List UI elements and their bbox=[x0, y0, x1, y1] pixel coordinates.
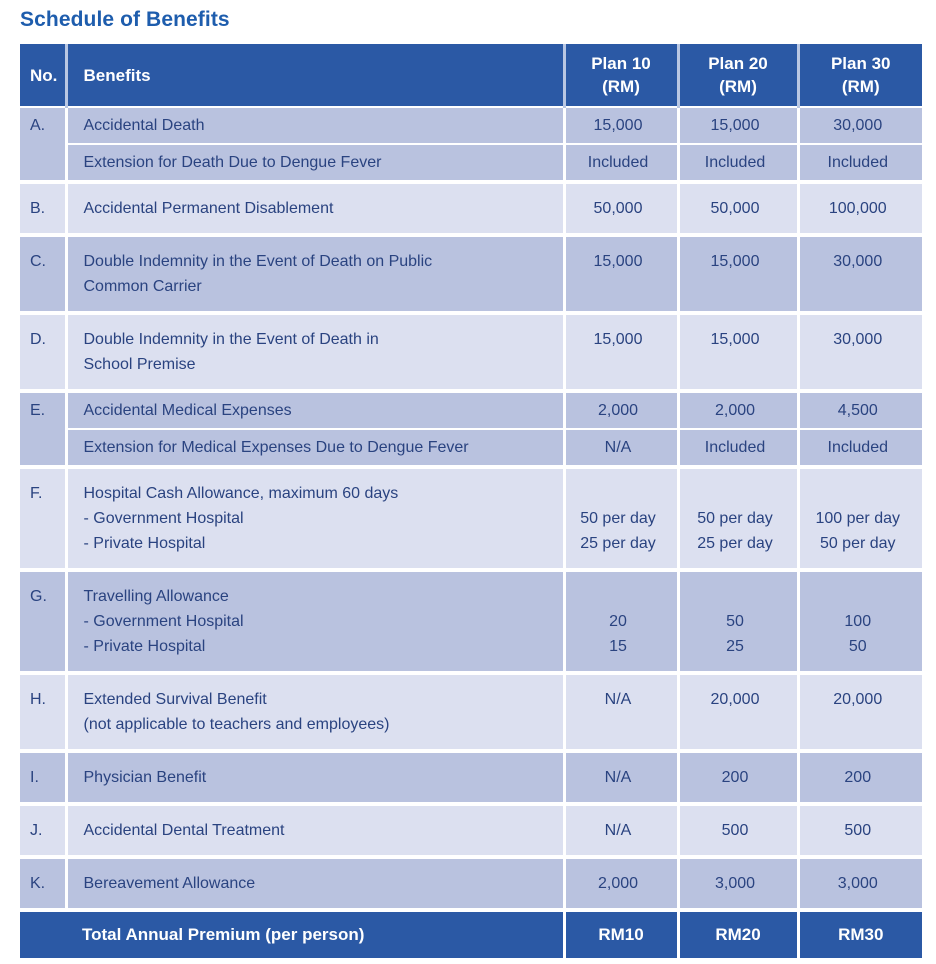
value-plan10: 15,000 bbox=[562, 106, 678, 144]
page-title: Schedule of Benefits bbox=[20, 8, 230, 31]
value-plan30: 100,000 bbox=[796, 180, 922, 235]
table-header: No. Benefits Plan 10 (RM) Plan 20 (RM) P… bbox=[20, 44, 922, 107]
value-plan10: 50,000 bbox=[562, 180, 678, 235]
value-plan20: Included bbox=[676, 428, 798, 467]
benefit-cell: Accidental Permanent Disablement bbox=[64, 180, 564, 235]
table-row-a-extension: Extension for Death Due to Dengue Fever … bbox=[20, 143, 922, 182]
table-row-d: D. Double Indemnity in the Event of Deat… bbox=[20, 311, 922, 391]
value-plan30: Included bbox=[796, 428, 922, 467]
value-plan10: N/A bbox=[562, 749, 678, 804]
benefit-cell: Bereavement Allowance bbox=[64, 855, 564, 910]
value-plan10: 20 15 bbox=[562, 568, 678, 673]
total-premium-plan10: RM10 bbox=[562, 908, 678, 958]
total-premium-plan30: RM30 bbox=[796, 908, 922, 958]
row-no: F. bbox=[20, 465, 66, 570]
value-plan20: 200 bbox=[676, 749, 798, 804]
value-plan10: N/A bbox=[562, 428, 678, 467]
table-row-a: A. Accidental Death 15,000 15,000 30,000 bbox=[20, 106, 922, 182]
benefit-cell: Accidental Death bbox=[64, 106, 564, 144]
row-no: G. bbox=[20, 568, 66, 673]
value-plan30: 200 bbox=[796, 749, 922, 804]
benefit-cell: Double Indemnity in the Event of Death i… bbox=[64, 311, 564, 391]
value-plan10: 15,000 bbox=[562, 311, 678, 391]
row-no: E. bbox=[20, 389, 66, 467]
value-plan30: 30,000 bbox=[796, 106, 922, 144]
row-no: A. bbox=[20, 106, 66, 182]
value-plan30: 100 50 bbox=[796, 568, 922, 673]
column-header-no: No. bbox=[20, 44, 66, 107]
table-row-e: E. Accidental Medical Expenses 2,000 2,0… bbox=[20, 389, 922, 467]
value-plan20: 15,000 bbox=[676, 233, 798, 313]
value-plan20: Included bbox=[676, 143, 798, 182]
table-row-h: H. Extended Survival Benefit (not applic… bbox=[20, 671, 922, 751]
benefit-cell: Hospital Cash Allowance, maximum 60 days… bbox=[64, 465, 564, 570]
value-plan10: 15,000 bbox=[562, 233, 678, 313]
value-plan20: 2,000 bbox=[676, 389, 798, 429]
value-plan20: 50 per day 25 per day bbox=[676, 465, 798, 570]
value-plan30: 500 bbox=[796, 802, 922, 857]
value-plan30: 100 per day 50 per day bbox=[796, 465, 922, 570]
total-premium-label: Total Annual Premium (per person) bbox=[20, 908, 564, 958]
row-no: D. bbox=[20, 311, 66, 391]
benefit-cell: Double Indemnity in the Event of Death o… bbox=[64, 233, 564, 313]
benefit-cell: Extension for Death Due to Dengue Fever bbox=[64, 143, 564, 182]
table-row-g: G. Travelling Allowance - Government Hos… bbox=[20, 568, 922, 673]
benefit-cell: Accidental Medical Expenses bbox=[64, 389, 564, 429]
value-plan10: 2,000 bbox=[562, 855, 678, 910]
benefit-cell: Extended Survival Benefit (not applicabl… bbox=[64, 671, 564, 751]
value-plan10: 2,000 bbox=[562, 389, 678, 429]
column-header-plan-10: Plan 10 (RM) bbox=[562, 44, 678, 107]
total-premium-plan20: RM20 bbox=[676, 908, 798, 958]
value-plan20: 50,000 bbox=[676, 180, 798, 235]
row-no: K. bbox=[20, 855, 66, 910]
value-plan30: 3,000 bbox=[796, 855, 922, 910]
value-plan10: 50 per day 25 per day bbox=[562, 465, 678, 570]
benefit-cell: Travelling Allowance - Government Hospit… bbox=[64, 568, 564, 673]
table-row-k: K. Bereavement Allowance 2,000 3,000 3,0… bbox=[20, 855, 922, 910]
value-plan20: 15,000 bbox=[676, 311, 798, 391]
total-premium-row: Total Annual Premium (per person) RM10 R… bbox=[20, 908, 922, 958]
value-plan10: Included bbox=[562, 143, 678, 182]
value-plan20: 20,000 bbox=[676, 671, 798, 751]
value-plan30: 30,000 bbox=[796, 311, 922, 391]
value-plan10: N/A bbox=[562, 671, 678, 751]
benefit-cell: Extension for Medical Expenses Due to De… bbox=[64, 428, 564, 467]
table-body: A. Accidental Death 15,000 15,000 30,000… bbox=[20, 106, 922, 910]
table-row-b: B. Accidental Permanent Disablement 50,0… bbox=[20, 180, 922, 235]
value-plan30: 30,000 bbox=[796, 233, 922, 313]
table-row-i: I. Physician Benefit N/A 200 200 bbox=[20, 749, 922, 804]
table-footer: Total Annual Premium (per person) RM10 R… bbox=[20, 908, 922, 958]
value-plan30: 4,500 bbox=[796, 389, 922, 429]
table-row-j: J. Accidental Dental Treatment N/A 500 5… bbox=[20, 802, 922, 857]
column-header-plan-20: Plan 20 (RM) bbox=[676, 44, 798, 107]
value-plan30: Included bbox=[796, 143, 922, 182]
row-no: I. bbox=[20, 749, 66, 804]
table-row-c: C. Double Indemnity in the Event of Deat… bbox=[20, 233, 922, 313]
table-row-e-extension: Extension for Medical Expenses Due to De… bbox=[20, 428, 922, 467]
value-plan30: 20,000 bbox=[796, 671, 922, 751]
column-header-benefits: Benefits bbox=[64, 44, 564, 107]
benefits-table: No. Benefits Plan 10 (RM) Plan 20 (RM) P… bbox=[20, 44, 922, 958]
value-plan20: 500 bbox=[676, 802, 798, 857]
row-no: J. bbox=[20, 802, 66, 857]
row-no: B. bbox=[20, 180, 66, 235]
table-row-f: F. Hospital Cash Allowance, maximum 60 d… bbox=[20, 465, 922, 570]
header-row: No. Benefits Plan 10 (RM) Plan 20 (RM) P… bbox=[20, 44, 922, 107]
value-plan20: 15,000 bbox=[676, 106, 798, 144]
value-plan10: N/A bbox=[562, 802, 678, 857]
row-no: H. bbox=[20, 671, 66, 751]
value-plan20: 3,000 bbox=[676, 855, 798, 910]
row-no: C. bbox=[20, 233, 66, 313]
column-header-plan-30: Plan 30 (RM) bbox=[796, 44, 922, 107]
value-plan20: 50 25 bbox=[676, 568, 798, 673]
benefit-cell: Physician Benefit bbox=[64, 749, 564, 804]
benefit-cell: Accidental Dental Treatment bbox=[64, 802, 564, 857]
